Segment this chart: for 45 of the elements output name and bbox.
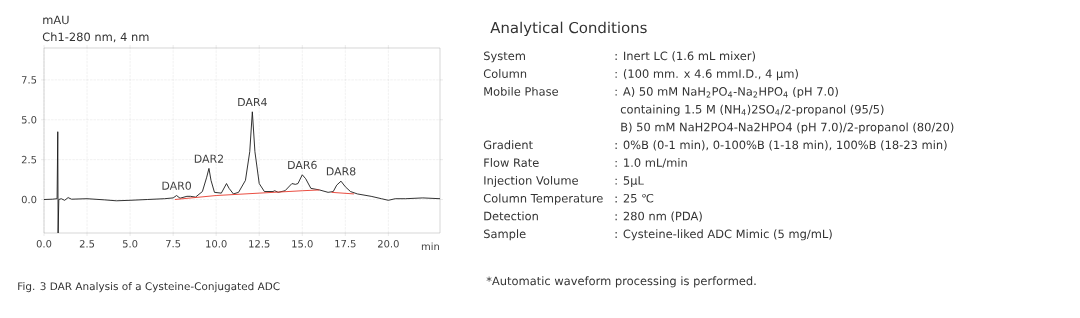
x-tick-label: 0.0 — [36, 240, 52, 248]
x-tick-label: 20.0 — [378, 240, 399, 248]
text: : 280 nm (PDA) — [615, 211, 702, 222]
line-series — [44, 111, 440, 233]
annotation: DAR6 — [288, 160, 317, 170]
annotation: DAR2 — [194, 154, 224, 163]
x-tick-label: 2.5 — [79, 240, 95, 248]
x-tick-label: 15.0 — [292, 240, 313, 248]
x-tick-label: 17.5 — [335, 240, 356, 248]
y-tick-label: 0.0 — [21, 195, 37, 204]
text: : Cysteine-liked ADC Mimic (5 mg/mL) — [615, 229, 832, 241]
category-label: Injection Volume — [484, 175, 578, 187]
caption: Fig. 3 DAR Analysis of a Cysteine-Conjugated ADC — [18, 282, 280, 293]
category-label: Detection — [484, 211, 538, 221]
y-tick-label: 7.5 — [21, 76, 37, 84]
category-label: System — [483, 51, 525, 63]
category-label: Column Temperature — [483, 193, 603, 205]
x-axis-title: min — [421, 242, 439, 250]
x-tick-label: 7.5 — [166, 240, 181, 248]
annotation: DAR4 — [238, 98, 267, 107]
text: : 5µL — [615, 176, 644, 187]
x-tick-label: 5.0 — [122, 240, 138, 248]
category-label: Sample — [483, 229, 526, 241]
chart-subtitle: Ch1-280 nm, 4 nm — [42, 32, 149, 43]
text: : A) 50 mM NaH$_{2}$PO$_{4}$-Na$_{2}$HPO$_{4}$ (pH 7.0) — [615, 86, 838, 98]
annotation: DAR8 — [326, 167, 356, 176]
category-label: Flow Rate — [484, 158, 539, 167]
x-tick-label: 12.5 — [249, 240, 270, 248]
annotation: DAR0 — [162, 181, 192, 190]
text: *Automatic waveform processing is performed. — [486, 276, 756, 288]
text: : 25 ℃ — [615, 193, 654, 203]
text: : 1.0 mL/min — [615, 158, 687, 168]
category-label: Column — [483, 69, 527, 78]
y-tick-label: 5.0 — [21, 115, 37, 124]
x-tick-label: 10.0 — [206, 240, 227, 248]
category-label: Gradient — [483, 140, 533, 150]
category-label: Mobile Phase — [484, 86, 559, 96]
y-tick-label: 2.5 — [21, 155, 37, 164]
text: : Inert LC (1.6 mL mixer) — [615, 51, 755, 62]
text: : 0%B (0-1 min), 0-100%B (1-18 min), 100%B (18-23 min) — [615, 140, 947, 151]
text: Analytical Conditions — [490, 21, 647, 37]
text: B) 50 mM NaH2PO4-Na2HPO4 (pH 7.0)/2-propanol (80/20) — [621, 122, 954, 134]
text: containing 1.5 M (NH$_{4}$)2SO$_{4}$/2-propanol (95/5) — [620, 104, 884, 116]
text: : (100 mm. x 4.6 mmI.D., 4 µm) — [615, 69, 798, 81]
y-axis-title: mAU — [43, 15, 69, 25]
